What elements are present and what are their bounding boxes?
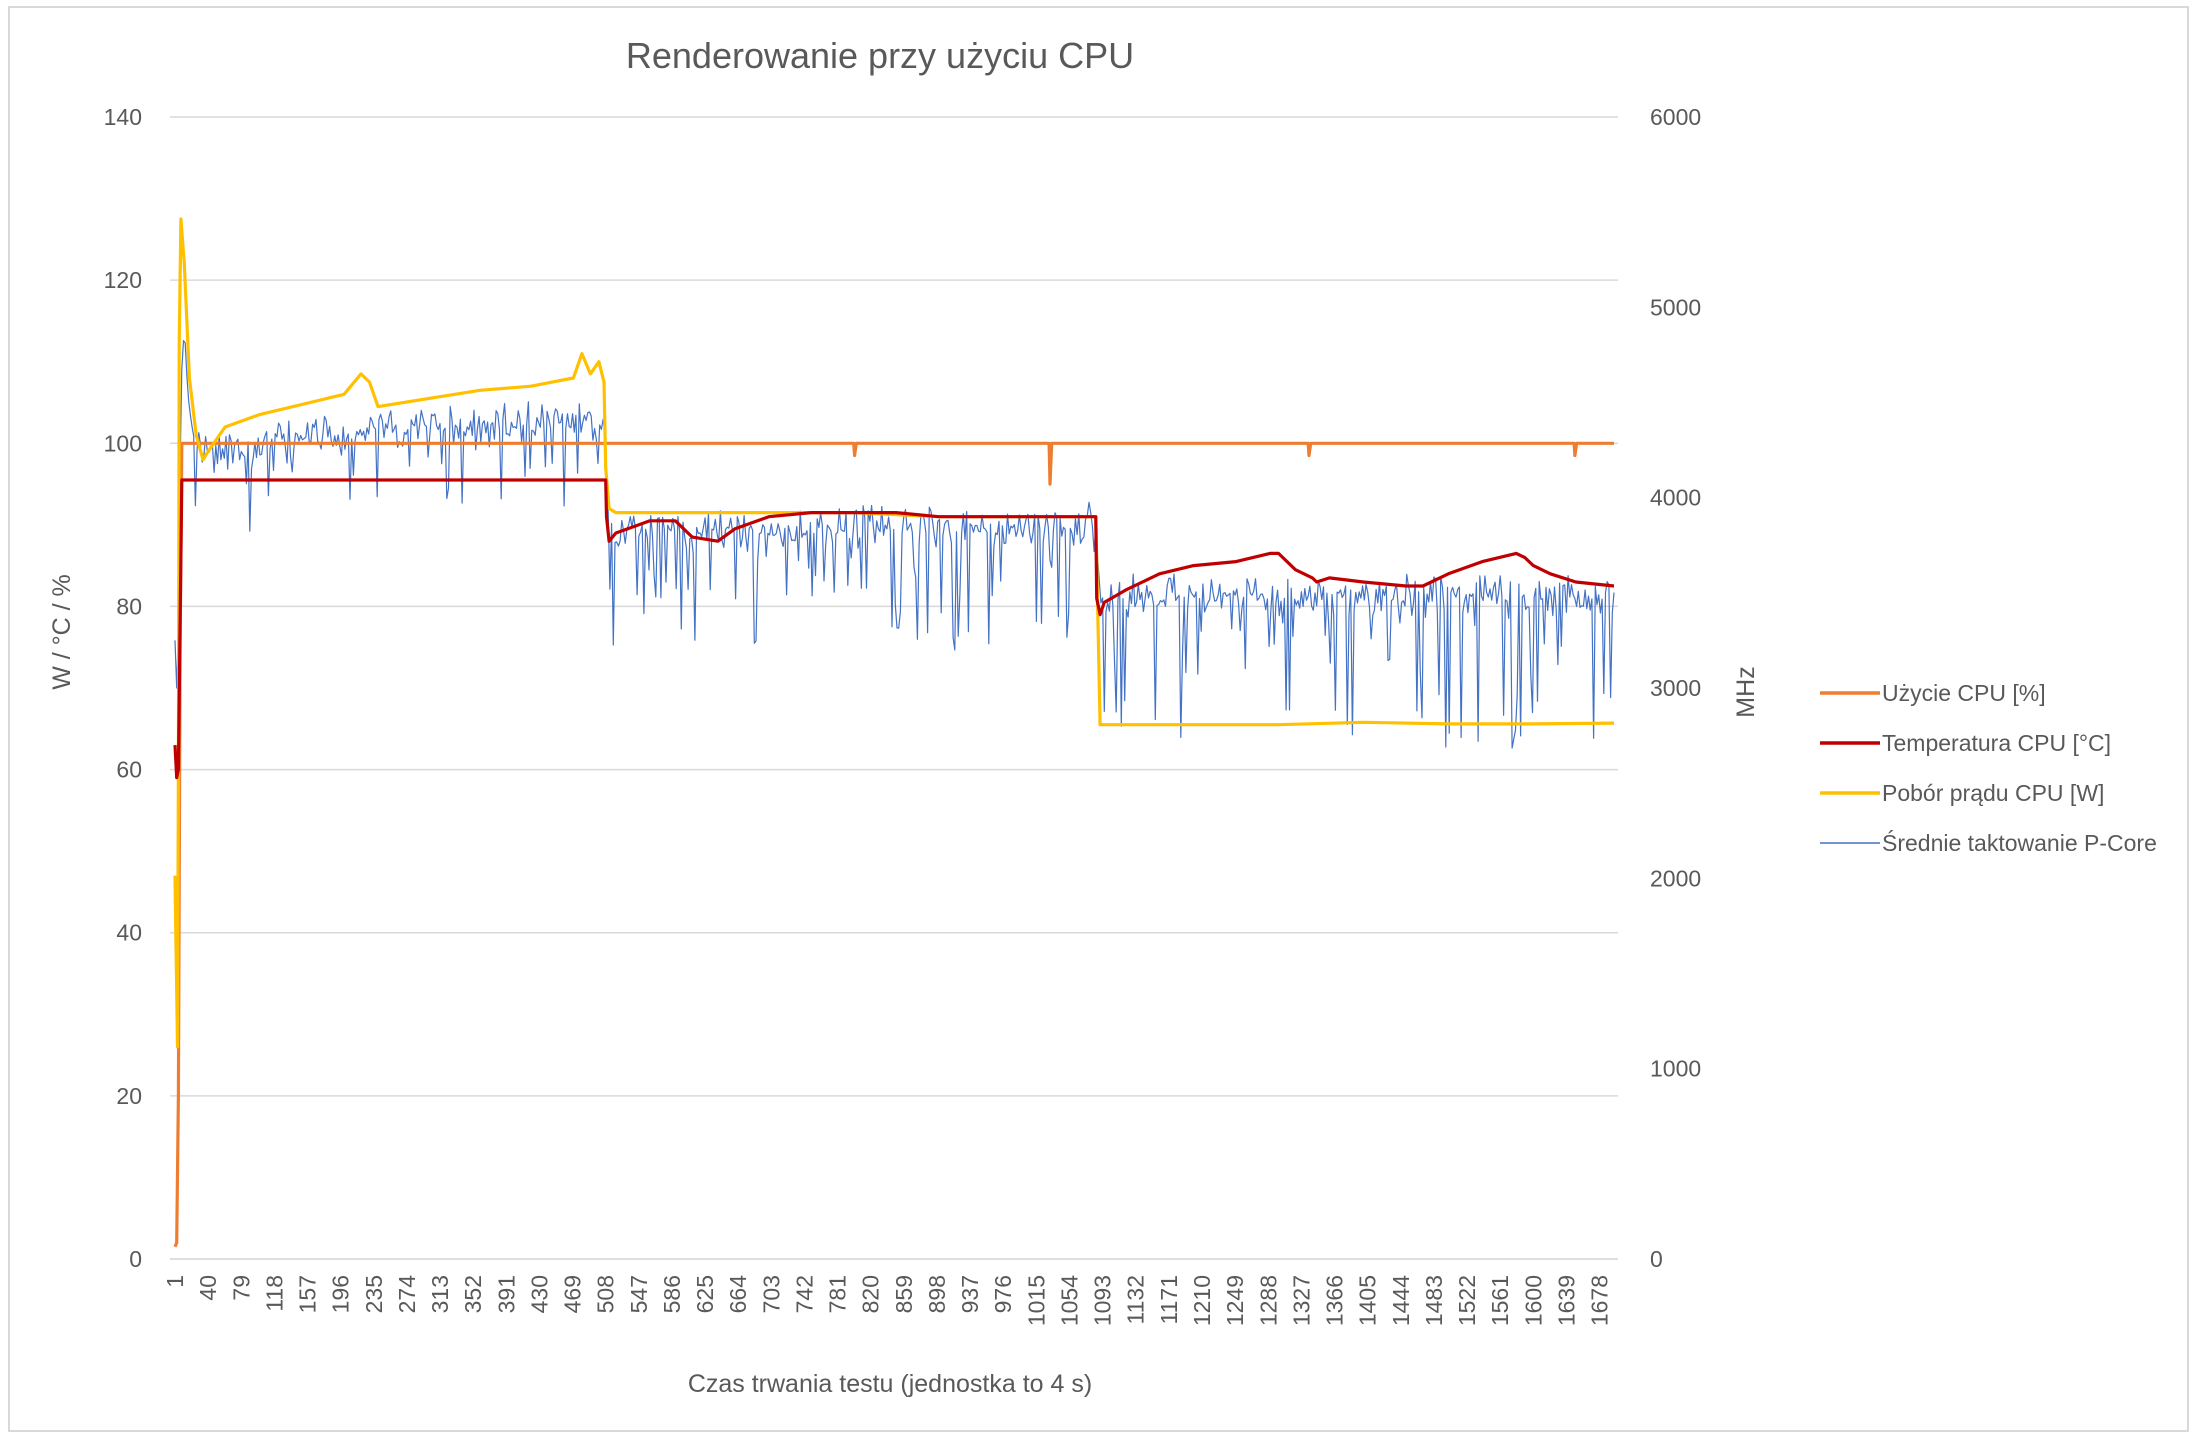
y-left-tick-label: 60 [116, 757, 142, 783]
x-axis-ticks: 1 40 79 118 157 196 235 274 313 352 391 430 469 508 54… [162, 1258, 1618, 1326]
y-axis-left-title: W / °C / % [48, 574, 76, 690]
x-tick-label: 508 [593, 1275, 619, 1313]
x-tick-label: 1210 [1189, 1275, 1215, 1326]
x-tick-label: 313 [427, 1275, 453, 1313]
legend: Użycie CPU [%] Temperatura CPU [°C] Pobór … [1820, 680, 2157, 856]
legend-label: Temperatura CPU [°C] [1882, 730, 2111, 756]
y-right-tick-label: 5000 [1650, 294, 1701, 320]
y-left-tick-label: 20 [116, 1083, 142, 1109]
y-right-tick-label: 0 [1650, 1246, 1663, 1272]
y-left-tick-label: 140 [104, 104, 142, 130]
x-tick-label: 352 [460, 1275, 486, 1313]
x-tick-label: 1327 [1288, 1275, 1314, 1326]
x-tick-label: 1 [162, 1275, 188, 1288]
x-tick-label: 430 [526, 1275, 552, 1313]
y-axis-left-ticks: 0 20 40 60 80 100 120 140 [104, 104, 142, 1272]
x-tick-label: 664 [725, 1275, 751, 1314]
legend-label: Pobór prądu CPU [W] [1882, 780, 2104, 806]
x-tick-label: 469 [560, 1275, 586, 1313]
y-right-tick-label: 4000 [1650, 485, 1701, 511]
x-tick-label: 703 [758, 1275, 784, 1313]
x-tick-label: 1600 [1520, 1275, 1546, 1326]
y-axis-right-ticks: 0 1000 2000 3000 4000 5000 6000 [1650, 104, 1701, 1272]
x-tick-label: 547 [626, 1275, 652, 1313]
y-right-tick-label: 2000 [1650, 865, 1701, 891]
x-axis-title: Czas trwania testu (jednostka to 4 s) [688, 1370, 1092, 1398]
x-tick-label: 1405 [1355, 1275, 1381, 1326]
x-tick-label: 1249 [1222, 1275, 1248, 1326]
x-tick-label: 625 [692, 1275, 718, 1313]
series-line-1 [173, 478, 1615, 780]
x-tick-label: 1678 [1587, 1275, 1613, 1326]
x-tick-label: 1054 [1056, 1275, 1082, 1326]
x-tick-label: 118 [261, 1275, 287, 1312]
y-left-tick-label: 0 [129, 1246, 142, 1272]
series-line-2 [173, 217, 1615, 1049]
x-tick-label: 157 [295, 1275, 321, 1313]
plot-series [173, 217, 1615, 1248]
x-tick-label: 1561 [1487, 1275, 1513, 1326]
x-tick-label: 898 [924, 1275, 950, 1313]
x-tick-label: 859 [891, 1275, 917, 1313]
x-tick-label: 79 [228, 1275, 254, 1301]
y-left-tick-label: 120 [104, 267, 142, 293]
x-tick-label: 937 [957, 1275, 983, 1313]
x-tick-label: 820 [858, 1275, 884, 1313]
x-tick-label: 1444 [1388, 1275, 1414, 1326]
x-tick-label: 1093 [1090, 1275, 1116, 1326]
y-left-tick-label: 100 [104, 430, 142, 456]
x-tick-label: 976 [990, 1275, 1016, 1313]
legend-label: Użycie CPU [%] [1882, 680, 2046, 706]
y-right-tick-label: 6000 [1650, 104, 1701, 130]
y-left-tick-label: 40 [116, 920, 142, 946]
y-left-tick-label: 80 [116, 593, 142, 619]
legend-label: Średnie taktowanie P-Core [1882, 829, 2157, 856]
x-tick-label: 1015 [1023, 1275, 1049, 1326]
x-tick-label: 235 [361, 1275, 387, 1313]
chart-frame: Renderowanie przy użyciu CPU 0 20 40 60 80 10… [8, 6, 2189, 1432]
x-tick-label: 1366 [1322, 1275, 1348, 1326]
chart-title: Renderowanie przy użyciu CPU [626, 35, 1134, 76]
x-tick-label: 1171 [1156, 1275, 1182, 1324]
chart-svg: Renderowanie przy użyciu CPU 02040608010… [48, 35, 2157, 1398]
x-tick-label: 391 [493, 1275, 519, 1313]
series-line-0 [173, 441, 1614, 1248]
x-tick-label: 1288 [1255, 1275, 1281, 1326]
x-tick-label: 196 [328, 1275, 354, 1313]
x-tick-label: 742 [791, 1275, 817, 1313]
x-tick-label: 1132 [1123, 1275, 1149, 1324]
gridlines [170, 116, 1618, 1260]
x-tick-label: 1639 [1553, 1275, 1579, 1326]
series-line-3 [174, 340, 1615, 749]
x-tick-label: 40 [195, 1275, 221, 1301]
x-tick-label: 586 [659, 1275, 685, 1313]
x-tick-label: 1483 [1421, 1275, 1447, 1326]
y-right-tick-label: 3000 [1650, 675, 1701, 701]
y-axis-right-title: MHz [1732, 666, 1760, 717]
y-right-tick-label: 1000 [1650, 1056, 1701, 1082]
x-tick-label: 1522 [1454, 1275, 1480, 1326]
x-tick-label: 274 [394, 1275, 420, 1314]
x-tick-label: 781 [825, 1275, 851, 1313]
